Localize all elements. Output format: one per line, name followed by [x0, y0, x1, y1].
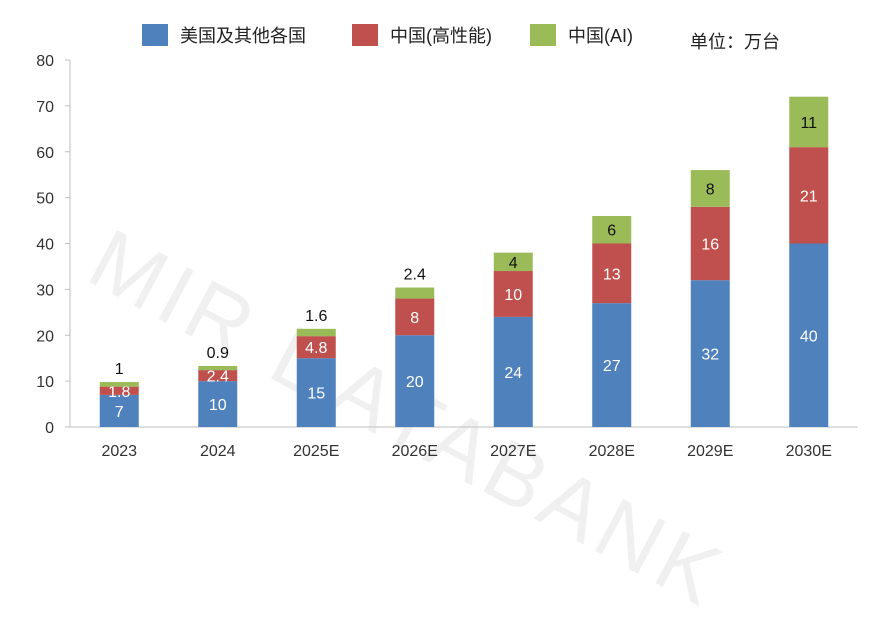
bar-segment: [296, 336, 336, 359]
y-tick-label: 60: [36, 145, 54, 162]
data-label: 1: [115, 361, 124, 378]
data-label: 0.9: [207, 345, 229, 362]
data-label: 11: [800, 115, 817, 132]
bar-segment: [198, 370, 238, 382]
legend-swatch-china-ai: [530, 24, 556, 46]
y-tick-label: 40: [36, 237, 54, 254]
bar-segment: [296, 328, 336, 337]
y-tick-label: 80: [36, 53, 54, 70]
unit-label: 单位：万台: [690, 32, 780, 52]
x-tick-label: 2027E: [490, 443, 536, 460]
bar-segment: [99, 394, 139, 427]
data-label: 4.8: [305, 340, 327, 357]
data-label: 2.4: [207, 369, 229, 386]
bar-segment: [592, 243, 632, 304]
legend-label-china-hpc: 中国(高性能): [390, 26, 492, 46]
bar-segment: [296, 358, 336, 427]
bar-segment: [592, 215, 632, 244]
data-label: 1.8: [108, 384, 130, 401]
data-label: 10: [209, 397, 227, 414]
x-tick-label: 2030E: [786, 443, 832, 460]
data-label: 27: [603, 358, 621, 375]
y-tick-label: 30: [36, 282, 54, 299]
bar-segment: [198, 365, 238, 371]
data-label: 8: [706, 181, 715, 198]
data-label: 20: [406, 374, 424, 391]
y-tick-label: 0: [45, 420, 54, 437]
legend-item-china-hpc: 中国(高性能): [352, 22, 492, 48]
data-label: 8: [410, 310, 419, 327]
bar-segment: [395, 287, 435, 299]
bar-segment: [690, 206, 730, 281]
legend-swatch-us-other: [142, 24, 168, 46]
y-tick-label: 10: [36, 374, 54, 391]
bar-segment: [493, 252, 533, 272]
data-label: 7: [115, 404, 124, 421]
data-label: 10: [504, 287, 522, 304]
bar-segment: [99, 386, 139, 395]
bar-segment: [690, 280, 730, 427]
data-label: 6: [607, 223, 616, 240]
data-label: 16: [701, 237, 719, 254]
bar-segment: [493, 316, 533, 427]
legend-item-china-ai: 中国(AI): [530, 22, 633, 48]
bar-segment: [789, 96, 829, 148]
x-tick-label: 2023: [101, 443, 137, 460]
bar-segment: [198, 381, 238, 427]
data-label: 4: [509, 255, 518, 272]
bar-segment: [789, 147, 829, 244]
x-tick-label: 2026E: [392, 443, 438, 460]
data-label: 24: [504, 365, 522, 382]
data-label: 13: [603, 266, 621, 283]
y-tick-label: 70: [36, 99, 54, 116]
legend-item-us-other: 美国及其他各国: [142, 22, 306, 48]
legend-swatch-china-hpc: [352, 24, 378, 46]
bar-segment: [789, 243, 829, 427]
legend-label-us-other: 美国及其他各国: [180, 26, 306, 46]
bar-segment: [690, 170, 730, 207]
bar-segment: [592, 303, 632, 427]
bar-segment: [395, 335, 435, 427]
y-tick-label: 50: [36, 191, 54, 208]
bar-segment: [99, 382, 139, 387]
x-tick-label: 2029E: [687, 443, 733, 460]
chart: MIR DATABANK 美国及其他各国 中国(高性能) 中国(AI) 单位：万…: [0, 22, 872, 626]
bar-segment: [395, 298, 435, 336]
data-label: 40: [800, 328, 818, 345]
data-label: 15: [307, 386, 325, 403]
x-tick-label: 2024: [200, 443, 236, 460]
x-tick-label: 2025E: [293, 443, 339, 460]
legend-label-china-ai: 中国(AI): [568, 26, 633, 46]
legend: 美国及其他各国 中国(高性能) 中国(AI): [0, 22, 872, 52]
x-tick-label: 2028E: [589, 443, 635, 460]
y-tick-label: 20: [36, 328, 54, 345]
data-label: 32: [701, 347, 719, 364]
data-label: 21: [800, 188, 818, 205]
data-label: 1.6: [305, 308, 327, 325]
bar-segment: [493, 271, 533, 317]
plot-area: 0102030405060708071.812023102.40.9202415…: [36, 53, 858, 460]
data-label: 2.4: [404, 267, 426, 284]
